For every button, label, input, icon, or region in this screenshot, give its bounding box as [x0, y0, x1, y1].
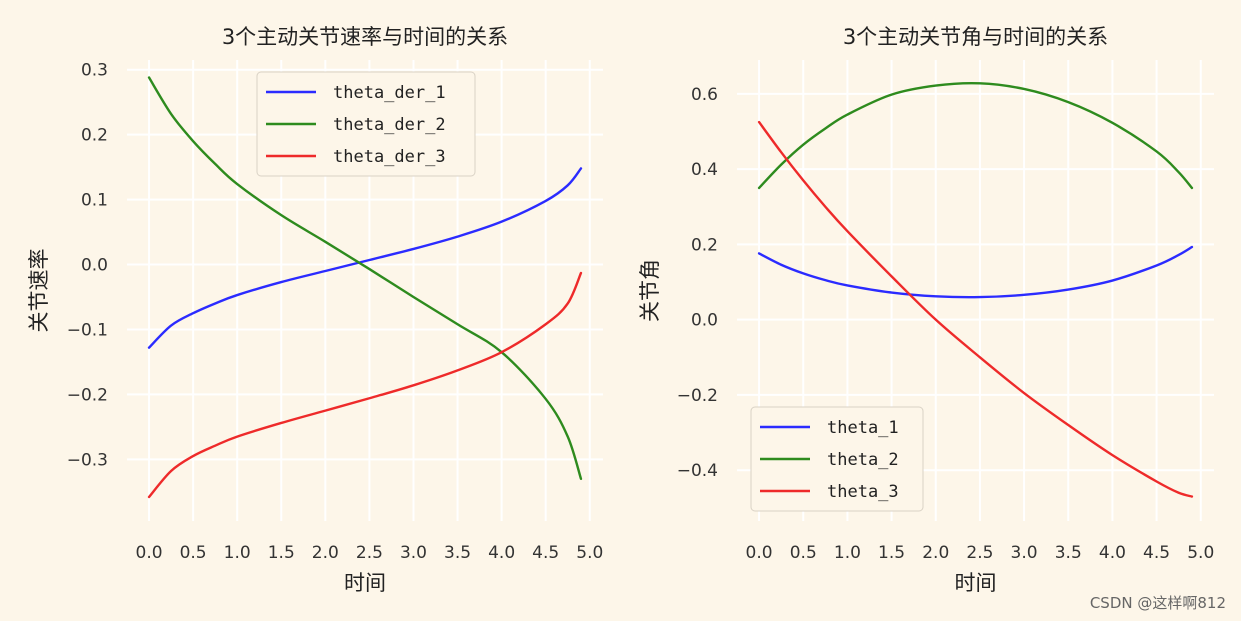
series-line-theta_der_2: [147, 76, 583, 480]
chart-left: 0.0 0.5 1.0 1.5 2.0 2.5 3.0 3.5 4.0 4.5 5.0 −0.3 −0.…: [27, 25, 603, 595]
y-tick-label: 0.3: [81, 61, 108, 81]
x-tick-label: 3.5: [444, 543, 471, 563]
y-tick-label: 0.2: [81, 126, 108, 146]
x-tick-label: 0.5: [180, 543, 207, 563]
x-tick-label: 1.5: [878, 543, 905, 563]
chart-title: 3个主动关节角与时间的关系: [843, 25, 1108, 49]
series-line-theta_2: [757, 81, 1194, 190]
legend-entry: theta_2: [827, 450, 899, 470]
x-axis-label: 时间: [955, 571, 997, 595]
x-tick-label: 1.0: [224, 543, 251, 563]
x-axis-label: 时间: [344, 571, 386, 595]
y-tick-label: 0.0: [691, 311, 718, 331]
legend-entry: theta_3: [827, 482, 899, 502]
legend: theta_1 theta_2 theta_3: [750, 406, 924, 512]
x-tick-label: 2.0: [922, 543, 949, 563]
x-tick-label: 0.0: [136, 543, 163, 563]
y-tick-label: 0.2: [691, 235, 718, 255]
y-tick-label: −0.2: [67, 385, 108, 405]
y-tick-label: −0.4: [677, 461, 718, 481]
x-tick-label: 3.5: [1055, 543, 1082, 563]
y-tick-label: 0.1: [81, 191, 108, 211]
x-tick-label: 4.0: [1099, 543, 1126, 563]
x-tick-label: 1.0: [834, 543, 861, 563]
y-tick-label: −0.1: [67, 320, 108, 340]
x-tick-label: 4.5: [532, 543, 559, 563]
watermark: CSDN @这样啊812: [1090, 594, 1226, 612]
series-line-theta_1: [757, 245, 1194, 299]
x-tick-label: 0.5: [790, 543, 817, 563]
x-tick-label: 2.5: [356, 543, 383, 563]
y-tick-label: −0.2: [677, 386, 718, 406]
y-tick-label: 0.4: [691, 160, 718, 180]
y-axis-label: 关节速率: [27, 249, 51, 333]
legend-entry: theta_der_2: [333, 115, 446, 135]
x-tick-label: 2.0: [312, 543, 339, 563]
y-axis-label: 关节角: [638, 259, 662, 322]
legend-box: [750, 406, 924, 512]
chart-right: 0.0 0.5 1.0 1.5 2.0 2.5 3.0 3.5 4.0 4.5 5.0 −0.4 −0.…: [638, 25, 1214, 595]
legend-entry: theta_1: [827, 418, 899, 438]
x-tick-label: 4.0: [488, 543, 515, 563]
series-line-theta_3: [757, 120, 1194, 498]
legend-entry: theta_der_1: [333, 83, 446, 103]
series-line-theta_der_1: [147, 167, 583, 349]
x-tick-label: 2.5: [966, 543, 993, 563]
x-tick-label: 5.0: [1187, 543, 1214, 563]
y-tick-label: 0.0: [81, 256, 108, 276]
x-tick-label: 5.0: [576, 543, 603, 563]
chart-title: 3个主动关节速率与时间的关系: [222, 25, 508, 49]
y-tick-label: −0.3: [67, 450, 108, 470]
x-tick-label: 4.5: [1143, 543, 1170, 563]
series-line-theta_der_3: [147, 271, 583, 499]
x-tick-label: 3.0: [400, 543, 427, 563]
legend-box: [256, 71, 476, 177]
legend-entry: theta_der_3: [333, 147, 446, 167]
y-tick-label: 0.6: [691, 85, 718, 105]
x-tick-label: 3.0: [1011, 543, 1038, 563]
x-tick-label: 1.5: [268, 543, 295, 563]
x-tick-label: 0.0: [746, 543, 773, 563]
legend: theta_der_1 theta_der_2 theta_der_3: [256, 71, 476, 177]
